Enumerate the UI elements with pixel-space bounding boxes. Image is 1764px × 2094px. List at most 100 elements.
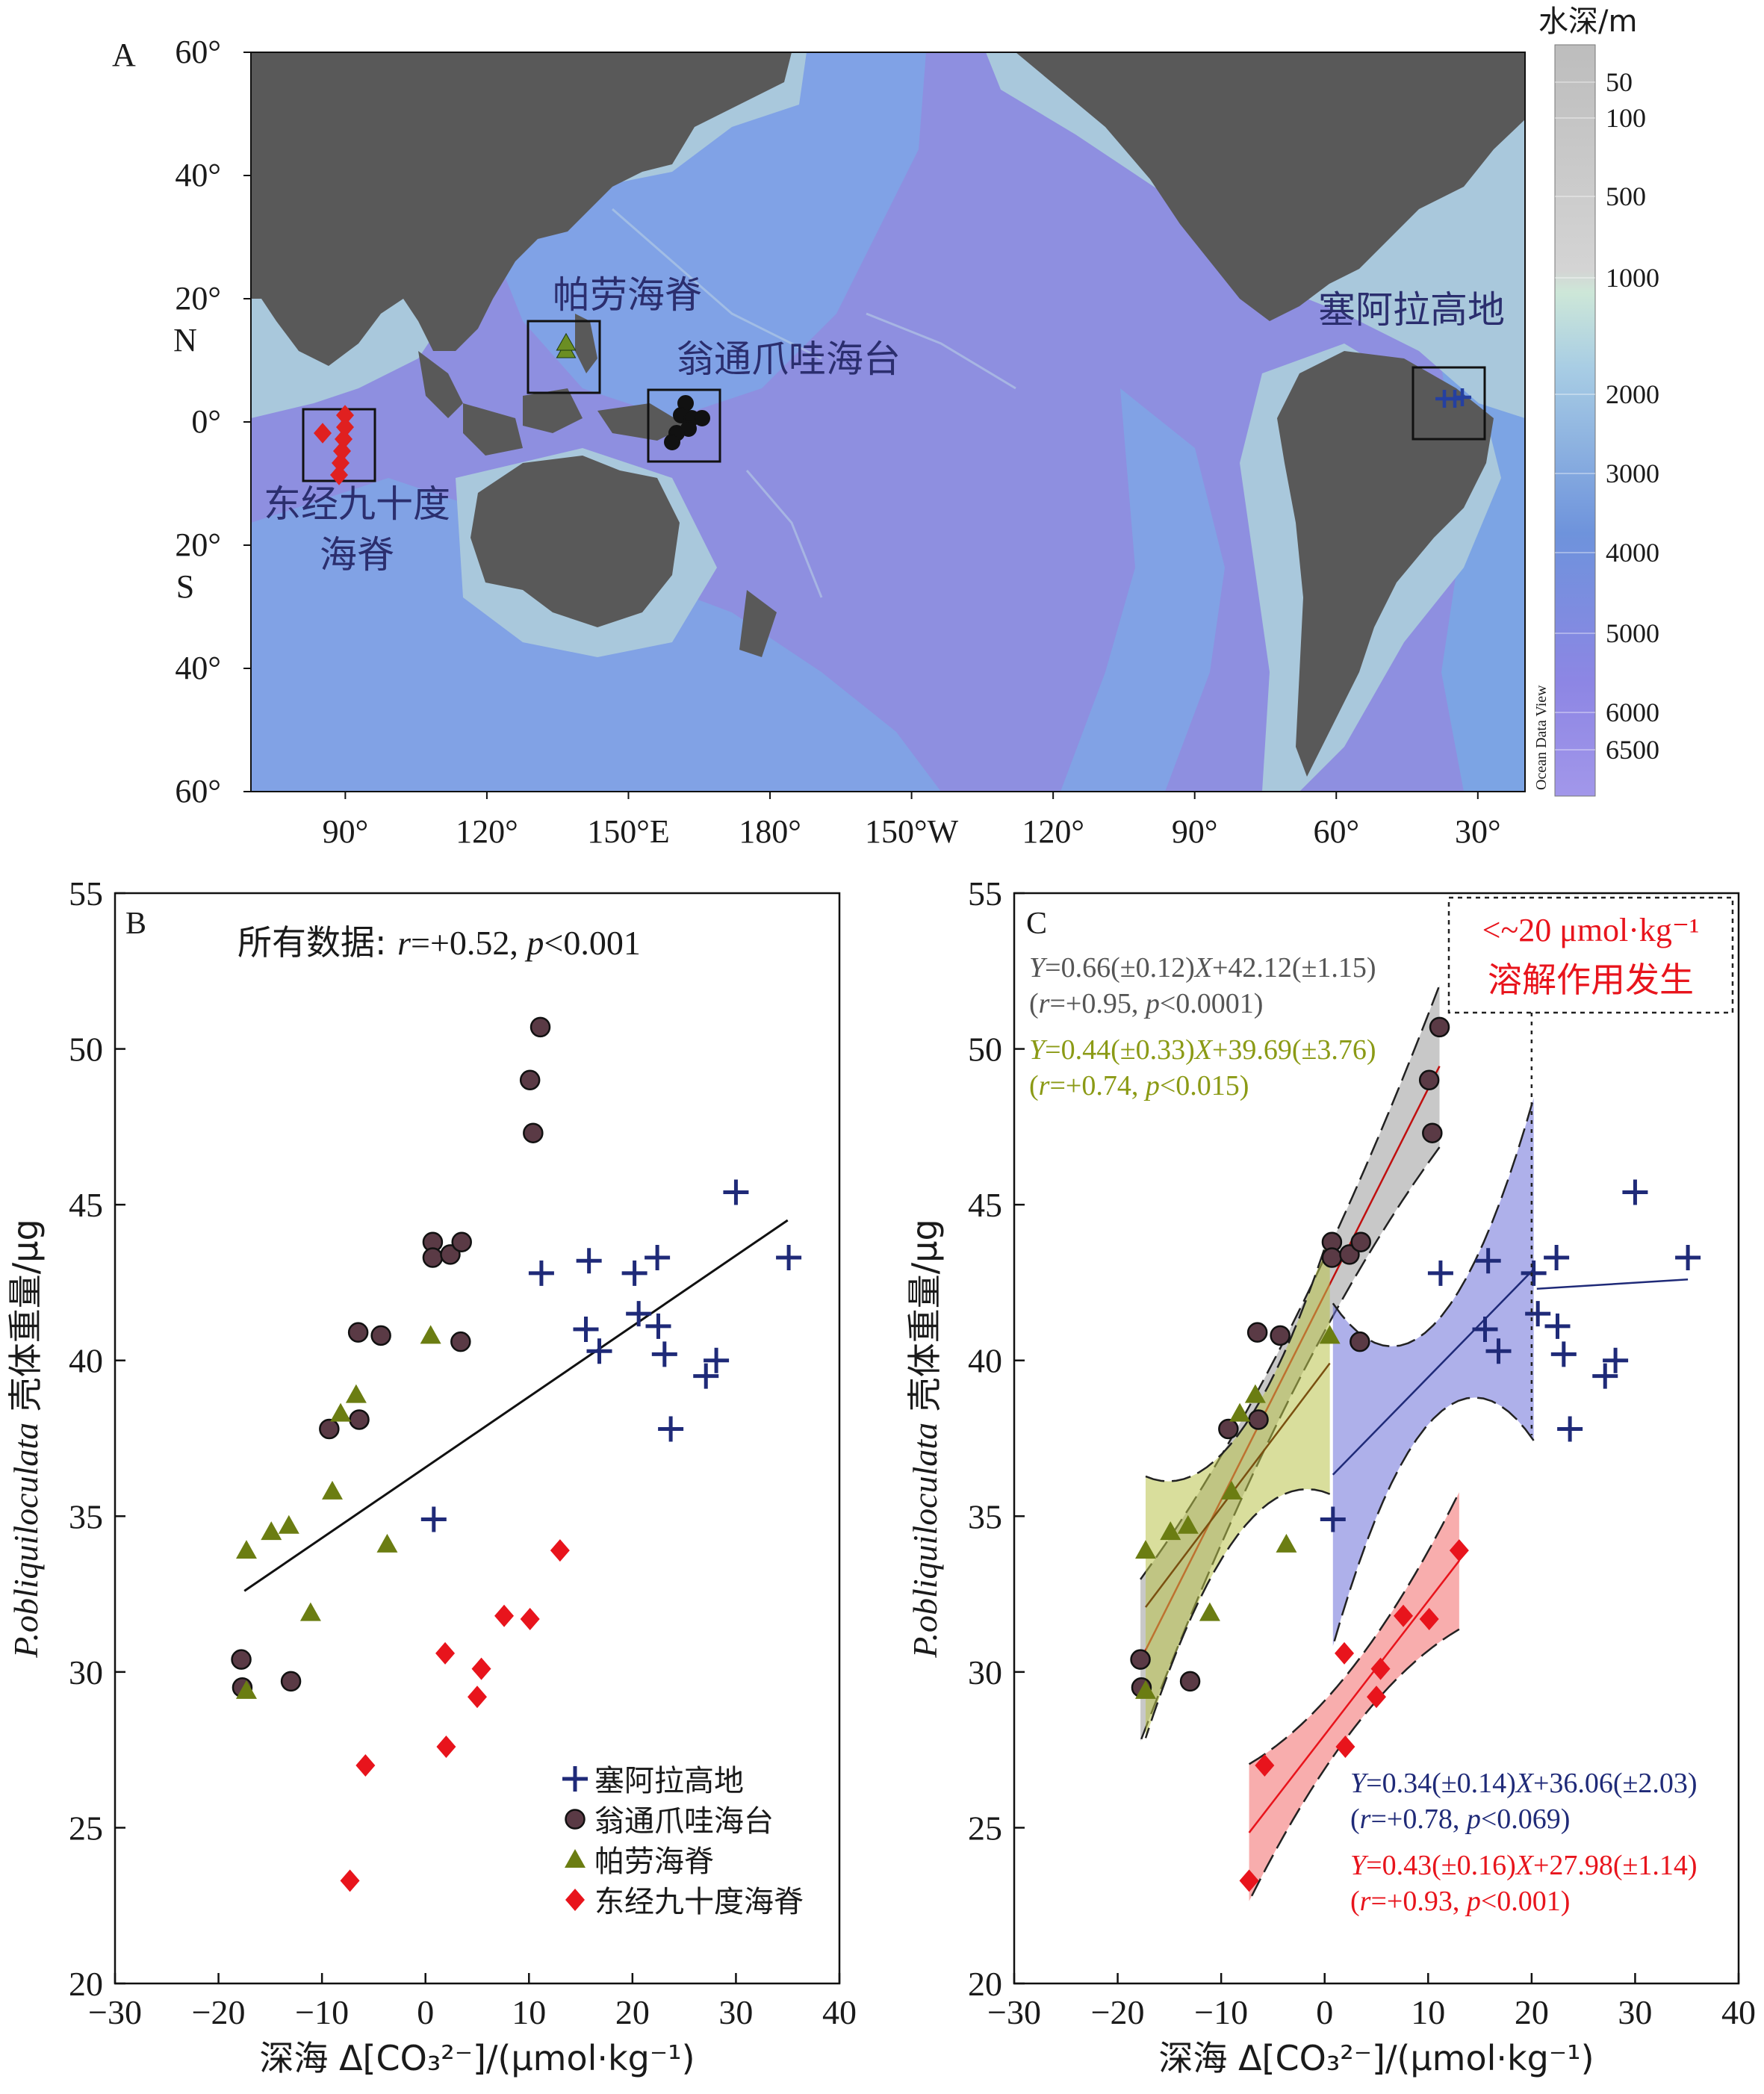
data-point — [1255, 1754, 1275, 1777]
data-point — [723, 1179, 749, 1205]
lat-label: 60° — [175, 773, 221, 810]
annotation-p-value: <0.001 — [544, 924, 640, 962]
equation-stats: (r=+0.95, p<0.0001) — [1029, 988, 1263, 1019]
x-axis-label-c: 深海 Δ[CO₃²⁻]/(μmol·kg⁻¹) — [1158, 2038, 1594, 2078]
band-upper — [1332, 1097, 1535, 1348]
y-tick-label: 55 — [968, 874, 1002, 913]
data-point — [1179, 1671, 1201, 1692]
data-point — [355, 1754, 376, 1777]
y-tick-label: 30 — [69, 1653, 103, 1691]
data-point — [1544, 1313, 1571, 1339]
y-tick-label: 25 — [968, 1809, 1002, 1847]
data-point — [704, 1347, 730, 1373]
dissolution-box-line-2: 溶解作用发生 — [1488, 960, 1694, 1000]
band-lower — [1144, 1488, 1331, 1739]
data-point — [299, 1602, 321, 1621]
data-point — [1557, 1416, 1583, 1442]
data-point — [1339, 1244, 1360, 1265]
lon-label: 150°E — [587, 813, 669, 850]
regression-equations: Y=0.66(±0.12)X+42.12(±1.15) (r=+0.95, p<0… — [1029, 952, 1698, 1917]
data-point — [420, 1506, 447, 1532]
colorbar-tick: 2000 — [1606, 379, 1659, 409]
equation-line: Y=0.34(±0.14)X+36.06(±2.03) — [1350, 1768, 1698, 1799]
y-tick-label: 35 — [968, 1497, 1002, 1535]
equation-line: Y=0.66(±0.12)X+42.12(±1.15) — [1029, 952, 1376, 984]
site-marker — [556, 332, 577, 351]
data-point — [1199, 1602, 1220, 1621]
band-upper — [1248, 1491, 1460, 1765]
series-diamond — [340, 1539, 570, 1892]
y-axis-label-c: P.obliquiloculata 壳体重量/μg — [904, 1219, 945, 1658]
lat-label: 20° — [175, 526, 221, 563]
panel-b-frame — [114, 892, 841, 1985]
data-point — [520, 1607, 540, 1630]
site-2: 塞阿拉高地 — [1318, 288, 1505, 441]
data-point — [231, 1649, 252, 1670]
data-point — [435, 1641, 456, 1665]
data-point — [645, 1245, 671, 1271]
x-tick-label: 10 — [1411, 1993, 1445, 2031]
site-3: 东经九十度海脊 — [264, 405, 450, 577]
data-point — [693, 1363, 719, 1389]
hemisphere-label: S — [176, 568, 194, 605]
band-lower — [1248, 1628, 1460, 1902]
data-point — [235, 1540, 257, 1559]
x-tick-label: −30 — [88, 1993, 142, 2031]
data-point — [645, 1313, 671, 1339]
data-point — [468, 1686, 487, 1709]
y-tick-label: 30 — [968, 1653, 1002, 1691]
panel-c-points — [1130, 1016, 1701, 1892]
data-point — [528, 1260, 554, 1286]
annotation-prefix: 所有数据: — [237, 922, 397, 963]
x-tick-label: −20 — [1091, 1993, 1145, 2031]
data-point — [626, 1301, 652, 1327]
equation-stats: (r=+0.74, p<0.015) — [1029, 1070, 1249, 1102]
data-point — [658, 1416, 684, 1442]
data-point — [376, 1533, 398, 1553]
x-tick-label: 40 — [1721, 1993, 1756, 2031]
annotation-p: p — [524, 924, 544, 962]
data-point — [1603, 1347, 1629, 1373]
colorbar-tick: 6500 — [1606, 735, 1659, 765]
x-tick-label: 0 — [417, 1993, 434, 2031]
east-pacific-rise — [1060, 388, 1225, 792]
legend-marker — [565, 1809, 586, 1830]
regression-group — [1248, 1491, 1460, 1902]
legend-entry: 塞阿拉高地 — [594, 1764, 744, 1798]
site-marker — [333, 441, 351, 462]
site-marker — [664, 434, 680, 450]
philippines-islands — [575, 314, 597, 373]
x-tick-label: −30 — [987, 1993, 1041, 2031]
equation-line: Y=0.44(±0.33)X+39.69(±3.76) — [1029, 1034, 1376, 1066]
colorbar-tick: 6000 — [1606, 698, 1659, 727]
hemisphere-label: N — [173, 322, 197, 358]
series-circle — [231, 1016, 551, 1698]
data-point — [1319, 1325, 1341, 1344]
data-point — [1550, 1341, 1577, 1367]
data-point — [1221, 1480, 1242, 1500]
site-label: 东经九十度 — [264, 482, 450, 526]
x-tick-label: 0 — [1316, 1993, 1333, 2031]
y-tick-label: 35 — [69, 1497, 103, 1535]
data-point — [1622, 1179, 1648, 1205]
lat-label: 60° — [175, 34, 221, 70]
data-point — [1130, 1649, 1151, 1670]
y-tick-label: 20 — [968, 1965, 1002, 2003]
dissolution-box: <~20 μmol·kg⁻¹ 溶解作用发生 — [1447, 896, 1734, 1014]
site-0: 帕劳海脊 — [527, 273, 702, 394]
data-point — [776, 1245, 802, 1271]
panel-c: C −30 −20 −10 0 10 20 30 40 20 25 30 35 40 45 50 55 <~2… — [904, 874, 1756, 2078]
lat-label: 0° — [191, 403, 221, 440]
data-point — [322, 1480, 343, 1500]
data-point — [1367, 1686, 1386, 1709]
dissolution-box-frame — [1447, 896, 1734, 1014]
data-point — [1177, 1514, 1199, 1534]
site-marker — [330, 465, 348, 485]
data-point — [1544, 1245, 1570, 1271]
data-point — [436, 1735, 456, 1758]
data-point — [529, 1016, 551, 1038]
x-tick-label: 30 — [1618, 1993, 1652, 2031]
data-point — [1675, 1245, 1701, 1271]
series-triangle — [1134, 1325, 1341, 1699]
